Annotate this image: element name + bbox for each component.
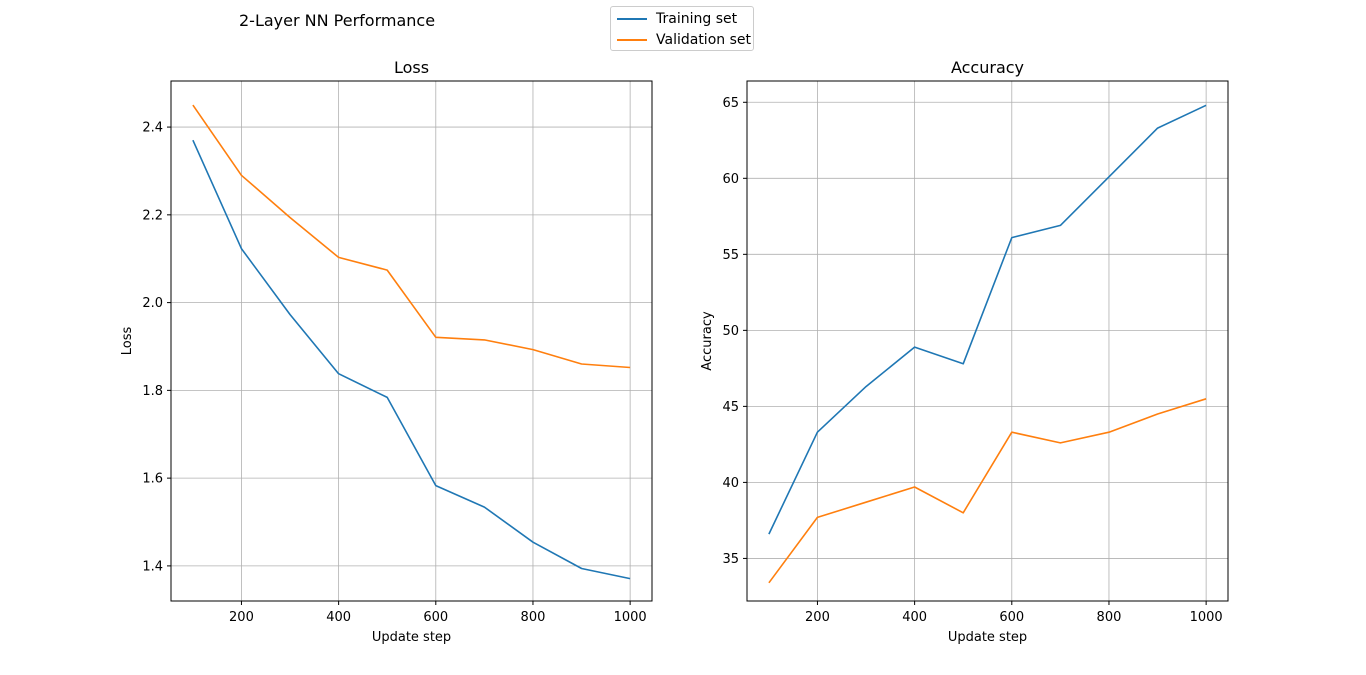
- x-tick-label: 200: [229, 610, 254, 625]
- legend-swatch-validation: [617, 39, 647, 41]
- y-tick-label: 2.2: [142, 208, 163, 223]
- chart-2: 200 400 600 800 1000 35 40 45 50 55 60 65 Accuracy Up…: [700, 58, 1229, 645]
- y-tick-label: 40: [722, 476, 739, 491]
- legend-item-training: Training set: [617, 9, 737, 29]
- x-axis-label: Update step: [372, 630, 451, 645]
- x-tick-label: 400: [326, 610, 351, 625]
- y-tick-label: 35: [722, 552, 739, 567]
- x-tick-label: 1000: [614, 610, 647, 625]
- x-tick-label: 800: [521, 610, 546, 625]
- legend: Training set Validation set: [610, 6, 754, 51]
- y-tick-label: 60: [722, 172, 739, 187]
- series-line-validation: [768, 398, 1207, 584]
- x-tick-label: 600: [423, 610, 448, 625]
- y-tick-label: 1.4: [142, 559, 163, 574]
- y-axis-label: Loss: [120, 327, 135, 356]
- y-tick-label: 45: [722, 400, 739, 415]
- legend-label-training: Training set: [656, 11, 738, 27]
- chart-title: Loss: [394, 58, 429, 77]
- chart-1: 200 400 600 800 1000 1.4 1.6 1.8 2.0 2.2 2.4 Loss Up…: [120, 58, 653, 645]
- plot-frame: [746, 80, 1229, 602]
- y-tick-label: 1.6: [142, 472, 163, 487]
- x-tick-label: 1000: [1190, 610, 1223, 625]
- plot-frame: [170, 80, 653, 602]
- series-line-validation: [192, 104, 631, 369]
- y-tick-label: 2.0: [142, 296, 163, 311]
- x-axis-label: Update step: [948, 630, 1027, 645]
- chart-title: Accuracy: [951, 58, 1024, 77]
- y-tick-label: 65: [722, 96, 739, 111]
- figure-title: 2-Layer NN Performance: [239, 11, 436, 30]
- y-tick-label: 1.8: [142, 384, 163, 399]
- legend-item-validation: Validation set: [617, 30, 751, 50]
- series-line-training: [768, 104, 1207, 535]
- legend-label-validation: Validation set: [656, 32, 751, 48]
- x-tick-label: 800: [1097, 610, 1122, 625]
- y-axis-label: Accuracy: [700, 311, 715, 371]
- x-tick-label: 600: [999, 610, 1024, 625]
- y-tick-label: 50: [722, 324, 739, 339]
- series-line-training: [192, 139, 631, 580]
- x-tick-label: 400: [902, 610, 927, 625]
- y-tick-label: 2.4: [142, 121, 163, 136]
- y-tick-label: 55: [722, 248, 739, 263]
- x-tick-label: 200: [805, 610, 830, 625]
- legend-swatch-training: [617, 18, 647, 20]
